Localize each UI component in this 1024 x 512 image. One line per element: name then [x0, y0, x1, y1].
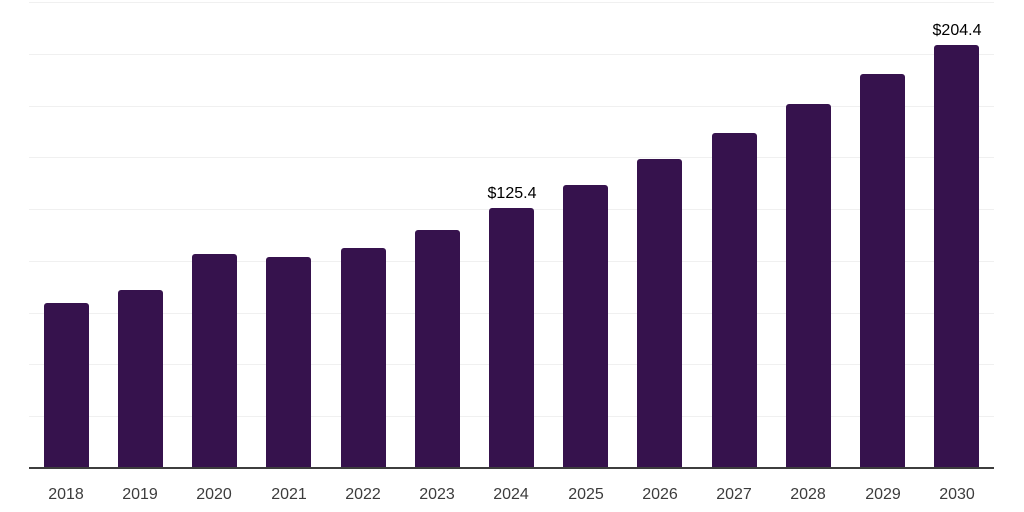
bar-2028 [786, 104, 831, 468]
x-axis-line [29, 467, 994, 469]
x-axis-label-2029: 2029 [865, 486, 901, 503]
bar-2029 [860, 74, 905, 468]
bar-2030 [934, 45, 979, 468]
bar-2025 [563, 185, 608, 468]
x-axis-label-2020: 2020 [196, 486, 232, 503]
bar-2024 [489, 208, 534, 468]
bar-value-label-2024: $125.4 [487, 185, 537, 202]
bar-2027 [712, 133, 757, 468]
x-axis-label-2024: 2024 [493, 486, 529, 503]
gridline [29, 106, 994, 107]
x-axis-label-2030: 2030 [939, 486, 975, 503]
x-axis-label-2022: 2022 [345, 486, 381, 503]
bar-2026 [637, 159, 682, 468]
gridline [29, 54, 994, 55]
x-axis-label-2019: 2019 [122, 486, 158, 503]
bar-value-label-2030: $204.4 [932, 22, 982, 39]
bar-2021 [266, 257, 311, 468]
x-axis-label-2025: 2025 [568, 486, 604, 503]
x-axis-label-2028: 2028 [790, 486, 826, 503]
gridline [29, 2, 994, 3]
x-axis-label-2027: 2027 [716, 486, 752, 503]
bar-2023 [415, 230, 460, 468]
gridline [29, 157, 994, 158]
bar-2020 [192, 254, 237, 468]
bar-2018 [44, 303, 89, 468]
x-axis-label-2018: 2018 [48, 486, 84, 503]
bar-2019 [118, 290, 163, 468]
x-axis-label-2026: 2026 [642, 486, 678, 503]
x-axis-label-2023: 2023 [419, 486, 455, 503]
bar-2022 [341, 248, 386, 468]
x-axis-label-2021: 2021 [271, 486, 307, 503]
